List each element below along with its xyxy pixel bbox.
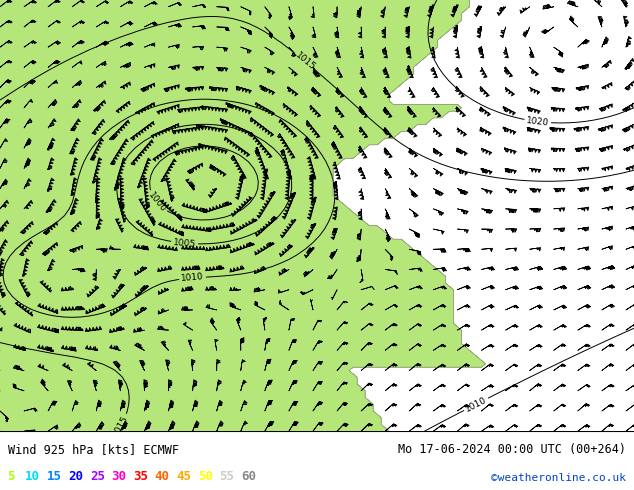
Text: 15: 15 (47, 470, 62, 483)
Text: 1015: 1015 (111, 414, 130, 438)
Text: 35: 35 (133, 470, 148, 483)
Text: 60: 60 (241, 470, 256, 483)
Text: 1010: 1010 (464, 395, 488, 414)
Text: 30: 30 (112, 470, 127, 483)
Text: ©weatheronline.co.uk: ©weatheronline.co.uk (491, 473, 626, 483)
Text: 25: 25 (90, 470, 105, 483)
Text: 1010: 1010 (181, 272, 204, 283)
Text: 55: 55 (219, 470, 235, 483)
Text: 1020: 1020 (526, 116, 550, 127)
Text: 20: 20 (68, 470, 84, 483)
Text: 50: 50 (198, 470, 213, 483)
Text: 1000: 1000 (146, 190, 167, 214)
Text: 5: 5 (8, 470, 15, 483)
Text: 1015: 1015 (293, 50, 317, 72)
Text: 1005: 1005 (172, 238, 197, 249)
Text: 40: 40 (155, 470, 170, 483)
Text: Wind 925 hPa [kts] ECMWF: Wind 925 hPa [kts] ECMWF (8, 443, 179, 456)
Text: Mo 17-06-2024 00:00 UTC (00+264): Mo 17-06-2024 00:00 UTC (00+264) (398, 443, 626, 456)
Text: 45: 45 (176, 470, 191, 483)
Text: 10: 10 (25, 470, 41, 483)
